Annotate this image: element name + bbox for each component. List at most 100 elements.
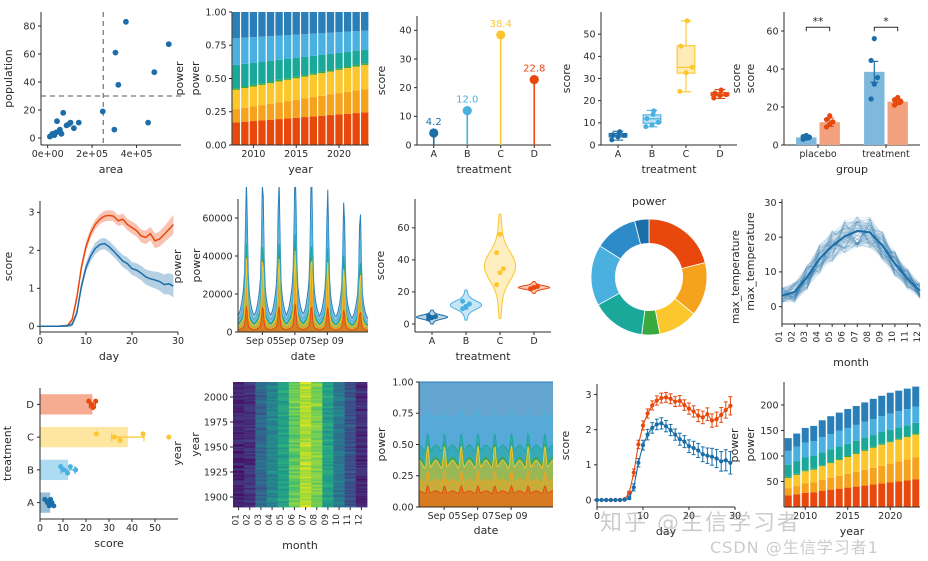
- stacked-bar-segment: [283, 78, 291, 80]
- heatmap-cell: [299, 396, 312, 398]
- heatmap-cell: [344, 505, 356, 508]
- heatmap-cell: [310, 447, 323, 449]
- heatmap-cell: [277, 442, 289, 444]
- stacked-bar-segment: [878, 465, 886, 484]
- heatmap-cell: [333, 482, 345, 485]
- heatmap-cell: [277, 401, 289, 403]
- heatmap-cell: [299, 469, 312, 472]
- heatmap-cell: [355, 502, 367, 505]
- data-point: [645, 411, 650, 416]
- heatmap-cell: [333, 484, 345, 487]
- heatmap-cell: [333, 430, 345, 432]
- heatmap-cell: [266, 484, 278, 487]
- heatmap-cell: [243, 474, 256, 477]
- heatmap-cell: [344, 401, 356, 403]
- heatmap-cell: [299, 382, 312, 384]
- x-tick-label: 20: [126, 336, 138, 347]
- data-point: [636, 460, 641, 465]
- stacked-bar-segment: [240, 88, 249, 108]
- heatmap-cell: [344, 399, 356, 401]
- heatmap-cell: [288, 419, 300, 421]
- heatmap-cell: [277, 409, 289, 411]
- heatmap-cell: [299, 493, 312, 496]
- heatmap-cell: [232, 479, 245, 482]
- heatmap-cell: [344, 406, 356, 408]
- heatmap-cell: [277, 435, 289, 437]
- spaghetti-line: [782, 240, 921, 303]
- heatmap-cell: [299, 457, 312, 459]
- heatmap-cell: [254, 457, 267, 459]
- heatmap-cell: [266, 449, 278, 451]
- heatmap-cell: [266, 465, 278, 467]
- heatmap-cell: [243, 490, 256, 493]
- heatmap-cell: [355, 414, 367, 416]
- heatmap-cell: [243, 450, 256, 452]
- box-jitter-point: [683, 70, 689, 76]
- x-tick-label: C: [498, 149, 505, 160]
- heatmap-cell: [232, 446, 245, 448]
- heatmap-cell: [310, 477, 323, 480]
- heatmap-cell: [321, 450, 334, 452]
- x-tick-label: 08: [863, 331, 873, 343]
- heatmap-cell: [254, 412, 267, 414]
- heatmap-cell: [232, 444, 245, 446]
- stacked-bar-segment: [878, 444, 886, 466]
- spaghetti-line: [782, 224, 921, 293]
- heatmap-cell: [288, 392, 300, 394]
- heatmap-cell: [288, 387, 300, 389]
- heatmap-cell: [299, 439, 312, 441]
- heatmap-cell: [254, 392, 267, 394]
- heatmap-cell: [355, 430, 367, 432]
- heatmap-cell: [277, 404, 289, 406]
- heatmap-cell: [254, 396, 267, 398]
- heatmap-cell: [310, 418, 323, 420]
- stacked-bar-segment: [819, 452, 827, 466]
- heatmap-cell: [321, 384, 334, 386]
- spaghetti-line: [782, 221, 921, 297]
- heatmap-cell: [333, 412, 345, 414]
- heatmap-cell: [299, 455, 312, 457]
- heatmap-cell: [277, 451, 289, 453]
- x-axis-title: treatment: [641, 163, 697, 176]
- heatmap-cell: [243, 424, 256, 426]
- spaghetti-line: [782, 231, 921, 300]
- heatmap-cell: [310, 478, 323, 481]
- heatmap-cell: [288, 383, 300, 385]
- heatmap-cell: [310, 445, 323, 447]
- heatmap-cell: [344, 383, 356, 385]
- heatmap-cell: [277, 397, 289, 399]
- heatmap-cell: [310, 500, 323, 503]
- stacked-bar-segment: [844, 455, 852, 458]
- heatmap-cell: [321, 466, 334, 468]
- heatmap-cell: [266, 443, 278, 445]
- heatmap-cell: [310, 436, 323, 438]
- heatmap-cell: [310, 404, 323, 406]
- heatmap-cell: [288, 384, 300, 386]
- heatmap-cell: [254, 454, 267, 456]
- spaghetti-line: [782, 216, 921, 303]
- stacked-bar-segment: [836, 460, 844, 476]
- heatmap-cell: [344, 467, 356, 469]
- heatmap-cell: [277, 389, 289, 391]
- heatmap-cell: [355, 466, 367, 468]
- heatmap-cell: [243, 472, 256, 475]
- spaghetti-line: [782, 227, 921, 298]
- heatmap-cell: [243, 449, 256, 451]
- heatmap-cell: [321, 398, 334, 400]
- heatmap-cell: [355, 471, 367, 474]
- heatmap-cell: [254, 448, 267, 450]
- heatmap-cell: [344, 397, 356, 399]
- heatmap-cell: [266, 469, 278, 472]
- heatmap-cell: [310, 453, 323, 455]
- heatmap-cell: [254, 451, 267, 453]
- heatmap-cell: [321, 489, 334, 492]
- heatmap-cell: [321, 439, 334, 441]
- heatmap-cell: [254, 501, 267, 504]
- stacked-bar-segment: [870, 446, 878, 448]
- y-tick-label: 0: [589, 140, 595, 151]
- heatmap-cell: [355, 386, 367, 388]
- heatmap-cell: [333, 442, 345, 444]
- heatmap-cell: [232, 425, 245, 427]
- lollipop-value-label: 4.2: [426, 117, 442, 128]
- stacked-bar-segment: [870, 484, 878, 507]
